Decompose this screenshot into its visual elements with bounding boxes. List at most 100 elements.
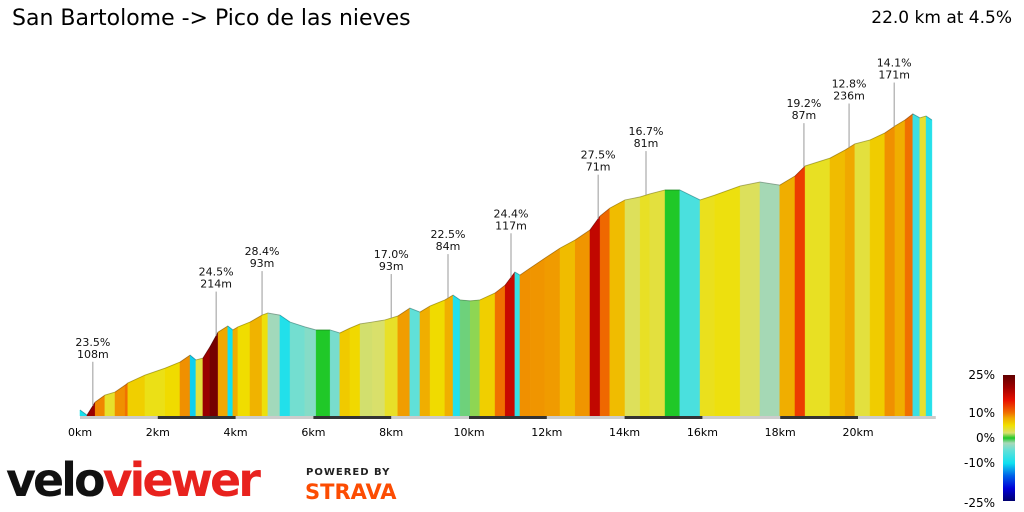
x-tick-label: 14km bbox=[609, 426, 640, 439]
profile-segment bbox=[349, 323, 361, 417]
profile-segment bbox=[884, 125, 896, 417]
x-axis-band bbox=[624, 416, 703, 419]
x-tick-label: 18km bbox=[765, 426, 796, 439]
profile-segment bbox=[544, 247, 561, 417]
annotation-grade: 16.7% bbox=[629, 125, 664, 138]
profile-segment bbox=[189, 354, 197, 417]
annotation-grade: 28.4% bbox=[245, 245, 280, 258]
annotation-length: 108m bbox=[77, 348, 109, 361]
legend-label: 25% bbox=[968, 368, 995, 382]
x-tick-label: 16km bbox=[687, 426, 718, 439]
profile-segment bbox=[894, 119, 906, 417]
profile-segment bbox=[599, 207, 611, 417]
annotation-grade: 12.8% bbox=[832, 78, 867, 91]
annotation-grade: 24.5% bbox=[199, 266, 234, 279]
profile-segment bbox=[759, 181, 781, 417]
profile-segment bbox=[679, 189, 701, 417]
x-axis-band bbox=[780, 416, 858, 419]
profile-segment bbox=[329, 329, 341, 417]
profile-segment bbox=[249, 314, 263, 417]
annotation-grade: 22.5% bbox=[431, 228, 466, 241]
annotation-length: 84m bbox=[436, 240, 461, 253]
profile-segment bbox=[739, 181, 761, 417]
profile-segment bbox=[339, 327, 351, 417]
profile-segment bbox=[359, 321, 373, 417]
annotation-length: 93m bbox=[379, 260, 404, 273]
logo-velo: velo bbox=[6, 453, 106, 507]
profile-segment bbox=[469, 299, 481, 417]
annotation-grade: 14.1% bbox=[877, 57, 912, 70]
profile-segment bbox=[699, 194, 716, 417]
annotation-grade: 27.5% bbox=[581, 149, 616, 162]
annotation-length: 214m bbox=[200, 278, 232, 291]
profile-segment bbox=[779, 175, 796, 417]
profile-outline bbox=[79, 113, 933, 416]
annotation-length: 93m bbox=[250, 257, 275, 270]
profile-segment bbox=[124, 382, 129, 417]
profile-segment bbox=[164, 361, 181, 417]
veloviewer-logo: veloviewer bbox=[6, 452, 261, 508]
profile-segment bbox=[114, 384, 126, 417]
profile-segment bbox=[371, 319, 386, 417]
profile-segment bbox=[429, 299, 446, 417]
profile-segment bbox=[315, 329, 331, 417]
profile-segment bbox=[279, 314, 291, 417]
legend-label: 10% bbox=[968, 406, 995, 420]
powered-by-label: POWERED BY bbox=[306, 467, 391, 478]
profile-segment bbox=[304, 326, 317, 417]
legend-label: -25% bbox=[964, 496, 995, 510]
profile-segment bbox=[179, 354, 191, 417]
profile-segment bbox=[609, 199, 626, 417]
profile-segment bbox=[589, 215, 601, 417]
profile-segment bbox=[195, 357, 204, 417]
profile-segment bbox=[829, 149, 846, 417]
profile-segment bbox=[904, 113, 914, 417]
route-summary: 22.0 km at 4.5% bbox=[871, 8, 1012, 28]
profile-segment bbox=[444, 294, 454, 417]
annotation-length: 71m bbox=[586, 161, 611, 174]
grade-color-legend bbox=[1003, 375, 1015, 501]
profile-segment bbox=[639, 193, 651, 417]
profile-segment bbox=[237, 321, 251, 417]
profile-segment bbox=[397, 307, 411, 417]
annotation-grade: 19.2% bbox=[786, 97, 821, 110]
profile-segment bbox=[217, 325, 229, 417]
profile-segment bbox=[104, 391, 116, 417]
annotation-grade: 17.0% bbox=[374, 248, 409, 261]
annotation-length: 171m bbox=[878, 69, 910, 82]
profile-segment bbox=[384, 315, 399, 417]
annotation-length: 236m bbox=[833, 90, 865, 103]
profile-segment bbox=[574, 229, 591, 417]
annotation-grade: 24.4% bbox=[494, 207, 529, 220]
x-tick-label: 20km bbox=[842, 426, 873, 439]
profile-segment bbox=[261, 312, 269, 417]
profile-segment bbox=[664, 189, 681, 417]
profile-segment bbox=[624, 196, 641, 417]
profile-segment bbox=[714, 185, 741, 417]
profile-segment bbox=[519, 267, 531, 417]
profile-segment bbox=[925, 115, 933, 417]
x-tick-label: 12km bbox=[531, 426, 562, 439]
annotation-length: 81m bbox=[634, 137, 659, 150]
profile-segment bbox=[494, 284, 506, 417]
x-axis-band bbox=[157, 416, 236, 419]
profile-segment bbox=[409, 307, 421, 417]
x-axis-band bbox=[313, 416, 392, 419]
profile-segment bbox=[844, 143, 856, 417]
profile-segment bbox=[504, 271, 516, 417]
profile-segment bbox=[514, 271, 521, 417]
profile-segment bbox=[452, 294, 461, 417]
x-tick-label: 10km bbox=[453, 426, 484, 439]
profile-segment bbox=[267, 312, 281, 417]
profile-segment bbox=[144, 367, 166, 417]
x-tick-label: 8km bbox=[379, 426, 403, 439]
x-tick-label: 2km bbox=[146, 426, 170, 439]
profile-segment bbox=[459, 299, 471, 417]
profile-segment bbox=[919, 115, 927, 417]
profile-segment bbox=[649, 189, 666, 417]
x-tick-label: 4km bbox=[224, 426, 248, 439]
annotation-length: 87m bbox=[792, 109, 817, 122]
profile-segment bbox=[419, 305, 431, 417]
profile-segment bbox=[232, 326, 239, 417]
